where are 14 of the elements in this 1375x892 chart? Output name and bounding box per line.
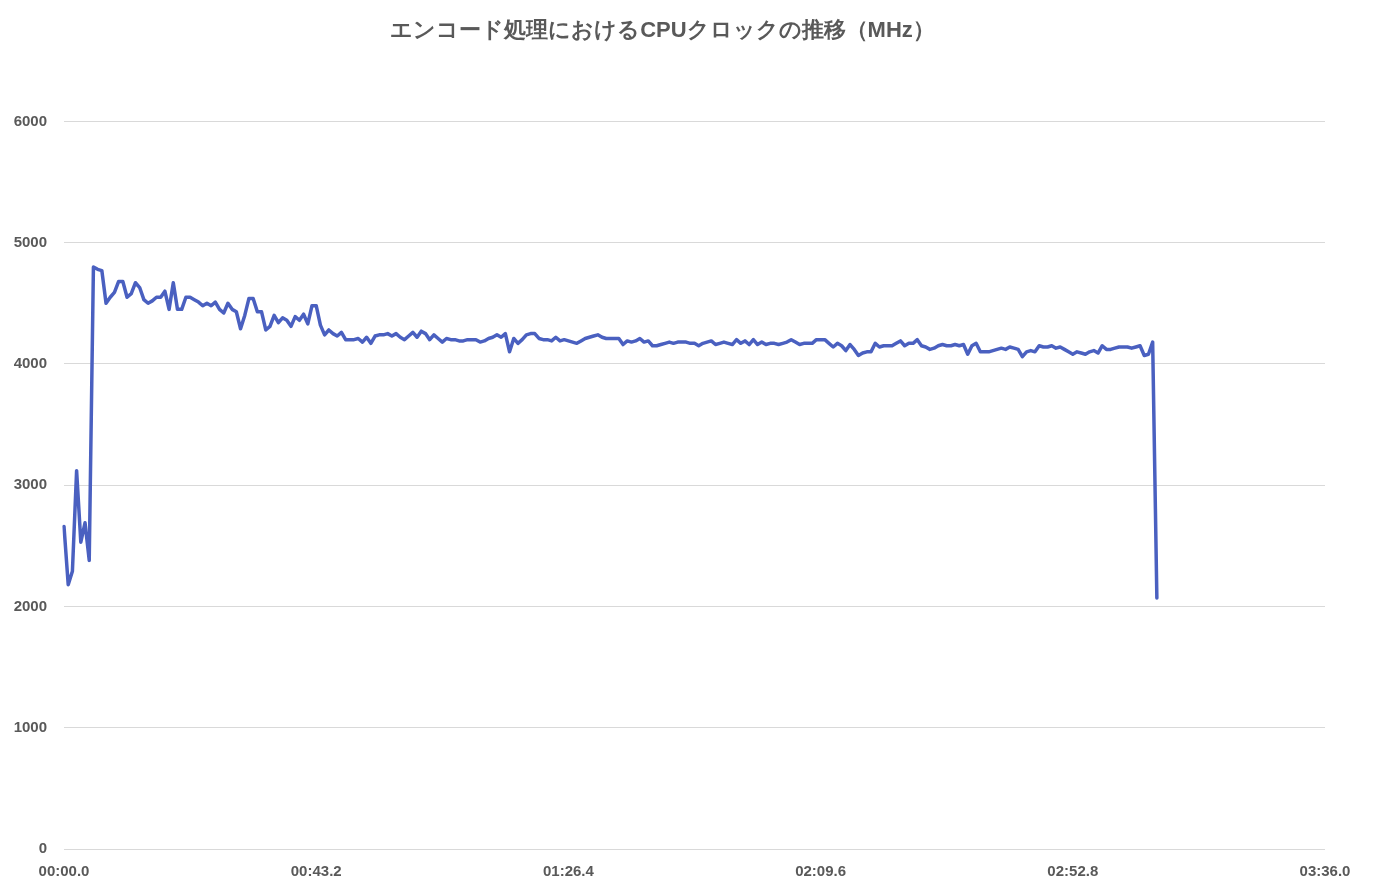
y-tick-label: 2000 [13, 596, 47, 614]
y-tick-label: 6000 [13, 111, 47, 129]
x-tick-label: 00:43.2 [290, 862, 342, 880]
x-tick-label: 00:00.0 [38, 862, 90, 880]
x-tick-label: 01:26.4 [542, 862, 595, 880]
x-tick-label: 02:09.6 [795, 862, 847, 880]
y-tick-label: 3000 [13, 475, 47, 493]
y-tick-label: 4000 [13, 354, 47, 372]
x-tick-label: 02:52.8 [1047, 862, 1099, 880]
y-tick-label: 1000 [13, 717, 47, 735]
y-tick-label: 0 [38, 839, 47, 857]
chart-title: エンコード処理におけるCPUクロックの推移（MHz） [390, 17, 935, 43]
y-tick-label: 5000 [13, 232, 47, 250]
x-tick-label: 03:36.0 [1299, 862, 1351, 880]
